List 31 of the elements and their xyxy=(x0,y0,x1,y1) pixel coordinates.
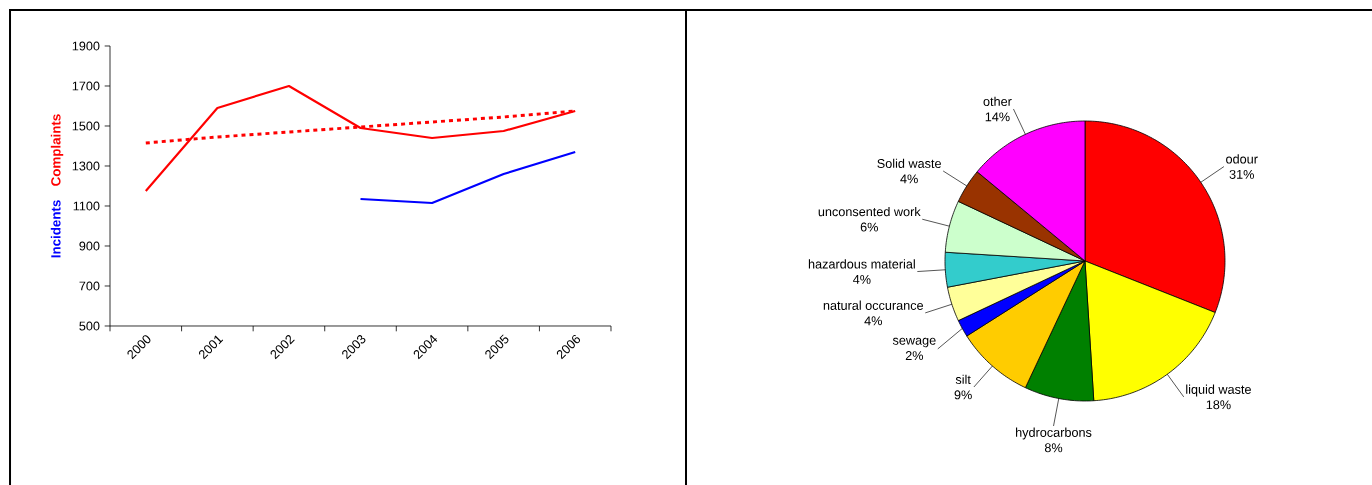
slice-label: natural occurance xyxy=(823,300,924,310)
slice-label: liquid waste xyxy=(1186,384,1251,397)
slice-label: silt xyxy=(955,374,971,384)
data-label: 9% xyxy=(954,390,972,400)
slice-label: sewage xyxy=(892,337,936,348)
slice-label: hazardous material xyxy=(808,259,915,269)
text: Incidents xyxy=(50,200,61,258)
slice-label: Solid waste xyxy=(877,158,941,168)
slice-label: unconsented work xyxy=(818,206,921,217)
data-label: 31% xyxy=(1229,169,1254,179)
data-label: 6% xyxy=(860,222,878,232)
slice-label: other xyxy=(983,96,1012,106)
y-tick-label: 1700 xyxy=(72,81,100,91)
y-tick-label: 1100 xyxy=(73,201,100,211)
data-label: 2% xyxy=(905,351,924,361)
y-tick-label: 900 xyxy=(79,241,100,251)
text: Complaints xyxy=(50,114,64,186)
data-label: 4% xyxy=(853,274,871,284)
data-label: 8% xyxy=(1044,443,1063,453)
y-tick-label: 1300 xyxy=(72,161,100,171)
data-label: 4% xyxy=(900,174,918,184)
data-label: 4% xyxy=(864,316,882,326)
slice-label: hydrocarbons xyxy=(1016,427,1092,440)
data-label: 18% xyxy=(1206,400,1231,410)
line-series xyxy=(359,150,577,205)
y-tick-label: 1900 xyxy=(72,41,100,51)
y-tick-label: 1500 xyxy=(72,121,100,131)
data-label: 14% xyxy=(985,112,1010,122)
slice-label: odour xyxy=(1226,154,1258,164)
y-tick-label: 500 xyxy=(79,321,100,331)
y-tick-label: 700 xyxy=(79,281,100,291)
